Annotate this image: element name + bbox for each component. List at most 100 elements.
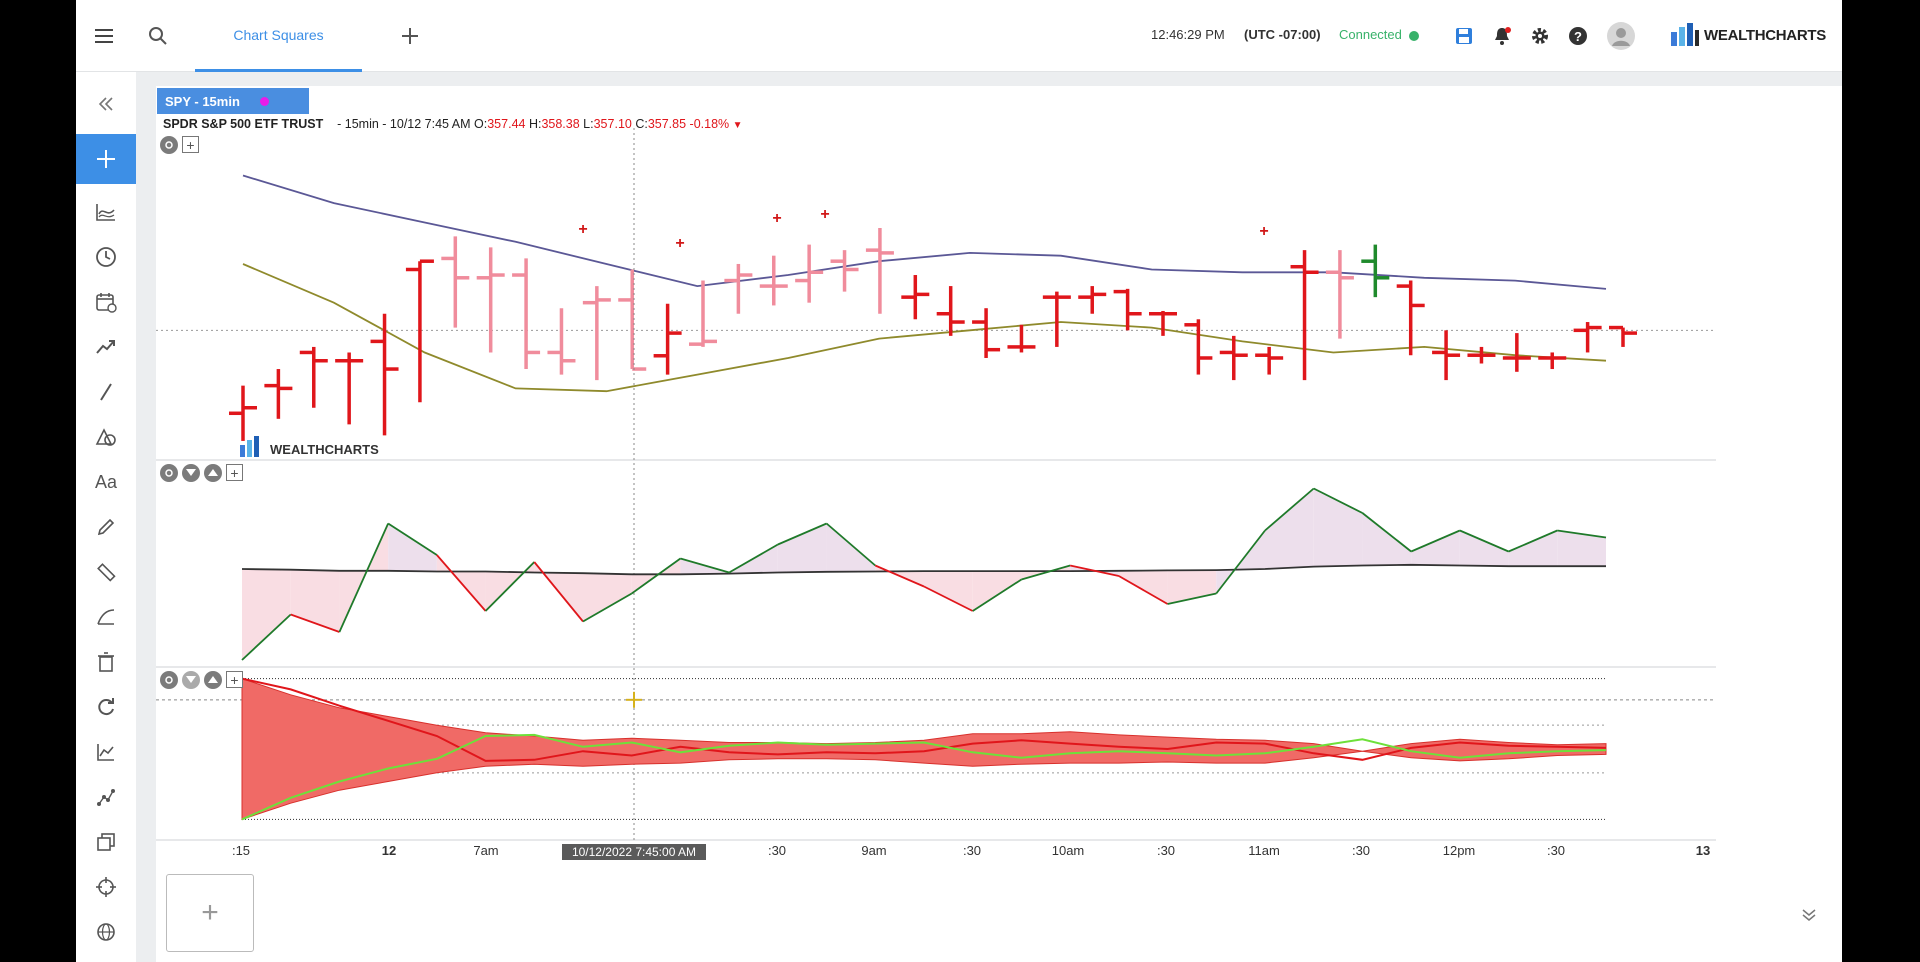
ind1-fast-line (1069, 564, 1120, 577)
ind1-fast-line (582, 592, 633, 623)
crosshair-target-icon[interactable] (76, 867, 136, 907)
ind1-fast-line (387, 522, 438, 556)
symbol-name: SPDR S&P 500 ETF TRUST (163, 117, 324, 131)
ind1-fill (388, 523, 437, 572)
time-tick-label: :30 (768, 843, 786, 858)
tab-chart-squares[interactable]: Chart Squares (195, 0, 362, 72)
ind1-fast-line (1118, 575, 1169, 605)
time-tick-label: 13 (1696, 843, 1710, 858)
clock-icon[interactable] (76, 237, 136, 277)
add-tab-icon[interactable] (396, 22, 424, 50)
globe-icon[interactable] (76, 912, 136, 952)
ind1-fast-line (1167, 592, 1217, 605)
indicators-icon[interactable] (76, 192, 136, 232)
time-tick-label: :30 (1157, 843, 1175, 858)
ruler-icon[interactable] (76, 552, 136, 592)
ind1-fill (242, 569, 291, 660)
notifications-bell-icon[interactable] (1488, 22, 1516, 50)
ind2-red-line (241, 677, 1607, 762)
ind1-fast-line (680, 557, 730, 574)
pane-maximize-icon[interactable]: + (182, 136, 199, 153)
wealthcharts-logo-icon (1671, 23, 1699, 46)
scatter-icon[interactable] (76, 777, 136, 817)
close-label: C: (635, 117, 648, 131)
ind1-fast-line (533, 561, 584, 623)
low-label: L: (583, 117, 594, 131)
signal-marker: + (1259, 223, 1268, 240)
time-tick-label: 9am (861, 843, 886, 858)
ind1-fast-line (484, 561, 535, 612)
ind1-fast-line (1557, 529, 1607, 539)
hamburger-menu-icon[interactable] (90, 22, 118, 50)
ma-short-line (242, 263, 1607, 393)
ind1-fill (777, 523, 827, 573)
add-chart-button[interactable]: + (166, 874, 254, 952)
ind1-fast-line (1313, 487, 1363, 514)
signal-marker: + (772, 210, 781, 227)
refresh-icon[interactable] (76, 687, 136, 727)
svg-text:?: ? (1574, 29, 1582, 44)
pane-settings-icon[interactable] (160, 671, 178, 689)
clock-time: 12:46:29 PM (1151, 27, 1225, 42)
ind1-fill (290, 569, 340, 632)
ind2-envelope (241, 677, 1607, 821)
pane-move-up-icon[interactable] (204, 464, 222, 482)
pane-maximize-icon[interactable]: + (226, 671, 243, 688)
search-icon[interactable] (144, 22, 172, 50)
ind1-fast-line (1264, 487, 1315, 532)
chart-line-icon[interactable] (76, 732, 136, 772)
calendar-icon[interactable] (76, 282, 136, 322)
help-icon[interactable]: ? (1564, 22, 1592, 50)
ind1-fast-line (728, 543, 779, 574)
ind1-fast-line (1459, 529, 1509, 553)
ind1-fast-line (923, 585, 974, 612)
chart-symbol-tab[interactable]: SPY - 15min (157, 88, 309, 114)
save-icon[interactable] (1450, 22, 1478, 50)
pane-move-up-icon[interactable] (204, 671, 222, 689)
trendline-icon[interactable] (76, 372, 136, 412)
fibonacci-icon[interactable] (76, 597, 136, 637)
time-tick-label: :30 (1547, 843, 1565, 858)
layers-icon[interactable] (76, 822, 136, 862)
high-value: 358.38 (541, 117, 580, 131)
pane3-controls: + (160, 671, 243, 689)
pane-settings-icon[interactable] (160, 464, 178, 482)
settings-gear-icon[interactable] (1526, 22, 1554, 50)
pane1-controls: + (160, 136, 199, 154)
collapse-sidebar-icon[interactable] (76, 84, 136, 124)
shapes-icon[interactable] (76, 417, 136, 457)
signal-marker: + (578, 221, 587, 238)
bar-meta: - 15min - 10/12 7:45 AM (337, 117, 471, 131)
ind1-fast-line (825, 522, 876, 567)
ind1-fill (1362, 513, 1412, 566)
watermark-logo-bar (247, 440, 252, 457)
ind1-fill (1508, 530, 1558, 567)
ind1-fill (583, 573, 632, 622)
expand-panel-chevron-icon[interactable] (1802, 908, 1816, 927)
trend-icon[interactable] (76, 327, 136, 367)
connection-dot-icon (1409, 31, 1419, 41)
watermark-logo-bar (254, 436, 259, 457)
pane-settings-icon[interactable] (160, 136, 178, 154)
time-tick-label: 12 (382, 843, 396, 858)
pane-move-down-icon[interactable] (182, 464, 200, 482)
signal-marker: + (820, 206, 829, 223)
pencil-icon[interactable] (76, 507, 136, 547)
ind1-fill (1411, 530, 1460, 566)
ind1-fast-line (290, 613, 340, 633)
pane-move-down-icon[interactable] (182, 671, 200, 689)
ind1-fill (1118, 570, 1168, 604)
trash-icon[interactable] (76, 642, 136, 682)
time-tick-label: :30 (963, 843, 981, 858)
timezone-label[interactable]: (UTC -07:00) (1244, 27, 1321, 42)
pane-maximize-icon[interactable]: + (226, 464, 243, 481)
user-avatar-icon[interactable] (1604, 19, 1638, 53)
chart-color-dot-icon[interactable] (259, 96, 269, 106)
ind1-fill (1216, 530, 1265, 594)
add-drawing-button[interactable] (76, 134, 136, 184)
signal-marker: + (675, 235, 684, 252)
ind1-fast-line (1508, 529, 1558, 553)
chart-canvas[interactable]: 361.35360.80360.25359.70359.15358.60358.… (156, 128, 1716, 860)
high-label: H: (528, 117, 542, 131)
text-tool-icon[interactable]: Aa (94, 471, 118, 492)
